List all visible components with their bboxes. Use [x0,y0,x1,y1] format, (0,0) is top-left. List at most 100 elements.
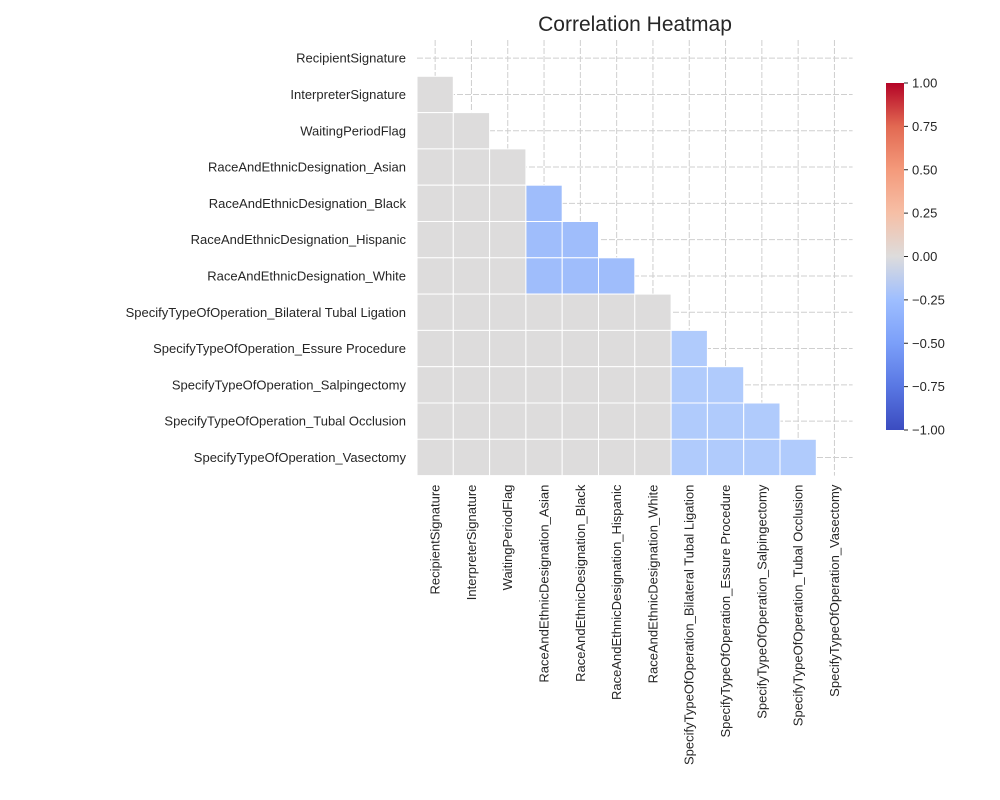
heatmap-cell [452,257,491,295]
heatmap-cell [416,438,454,477]
heatmap-cell [598,257,636,295]
heatmap-cell [416,184,454,222]
heatmap-cell [525,293,563,331]
heatmap-cell [634,366,672,404]
heatmap-cell [561,402,600,440]
heatmap-cell [489,329,527,368]
y-tick-label: SpecifyTypeOfOperation_Essure Procedure [153,341,406,356]
heatmap-cell [561,257,600,295]
heatmap-cell [489,293,527,331]
heatmap-cell [489,221,527,259]
heatmap-cell [561,221,600,259]
heatmap-cell [598,293,636,331]
heatmap-cell [416,402,454,440]
y-tick-label: RaceAndEthnicDesignation_Hispanic [191,232,407,247]
y-tick-label: InterpreterSignature [290,87,406,102]
colorbar-tick-label: −1.00 [912,423,945,438]
heatmap-cell [779,438,817,477]
heatmap-cell [743,438,781,477]
heatmap-cell [416,112,454,150]
heatmap-cell [598,329,636,368]
heatmap-cell [598,366,636,404]
heatmap-cell [489,257,527,295]
y-tick-label: WaitingPeriodFlag [300,123,406,138]
heatmap-cell [634,293,672,331]
x-tick-label: SpecifyTypeOfOperation_Bilateral Tubal L… [682,485,697,765]
x-tick-label: SpecifyTypeOfOperation_Vasectomy [827,484,842,697]
x-tick-label: WaitingPeriodFlag [500,485,515,591]
heatmap-cell [452,438,491,477]
heatmap-cell [706,366,745,404]
heatmap-cell [416,221,454,259]
y-tick-label: RaceAndEthnicDesignation_Black [209,196,407,211]
y-tick-labels: RecipientSignature InterpreterSignature Wa… [126,51,407,465]
chart-title: Correlation Heatmap [538,13,732,36]
heatmap-cell [452,221,491,259]
heatmap-cell [706,438,745,477]
heatmap-cell [525,438,563,477]
y-tick-label: RecipientSignature [296,51,406,66]
heatmap-cell [561,293,600,331]
heatmap-cells [416,75,817,477]
heatmap-cell [561,329,600,368]
heatmap-cell [670,402,708,440]
x-tick-labels: RecipientSignature InterpreterSignature Wa… [428,484,842,765]
heatmap-cell [706,402,745,440]
x-tick-label: RecipientSignature [428,485,443,595]
y-tick-label: RaceAndEthnicDesignation_Asian [208,160,406,175]
heatmap-cell [525,184,563,222]
heatmap-cell [452,148,491,186]
heatmap-cell [452,112,491,150]
y-tick-label: RaceAndEthnicDesignation_White [207,268,406,283]
colorbar-tick-label: −0.75 [912,379,945,394]
heatmap-cell [525,221,563,259]
colorbar-tick-label: 0.75 [912,119,937,134]
heatmap-cell [525,402,563,440]
colorbar-tick-label: −0.25 [912,292,945,307]
heatmap-cell [598,402,636,440]
colorbar-tick-label: 0.00 [912,249,937,264]
colorbar-tick-label: 0.50 [912,162,937,177]
x-tick-label: RaceAndEthnicDesignation_Black [573,484,588,682]
x-tick-label: RaceAndEthnicDesignation_Hispanic [609,484,624,700]
heatmap-cell [452,402,491,440]
colorbar-tick-label: 1.00 [912,76,937,91]
heatmap-cell [416,293,454,331]
heatmap-cell [489,184,527,222]
heatmap-cell [634,329,672,368]
heatmap-cell [525,366,563,404]
heatmap-cell [634,402,672,440]
heatmap-cell [452,329,491,368]
y-tick-label: SpecifyTypeOfOperation_Salpingectomy [172,377,407,392]
colorbar-gradient [886,83,904,430]
y-tick-label: SpecifyTypeOfOperation_Tubal Occlusion [164,414,406,429]
y-tick-label: SpecifyTypeOfOperation_Bilateral Tubal L… [126,305,406,320]
heatmap-cell [452,293,491,331]
heatmap-cell [634,438,672,477]
colorbar: 1.00 0.75 0.50 0.25 0.00 −0.25 −0.50 −0.75 −1.00 [886,76,945,438]
heatmap-cell [598,438,636,477]
heatmap-cell [416,257,454,295]
x-tick-label: SpecifyTypeOfOperation_Salpingectomy [754,484,769,719]
heatmap-cell [525,329,563,368]
x-tick-label: RaceAndEthnicDesignation_Asian [537,485,552,683]
x-tick-label: InterpreterSignature [464,485,479,601]
heatmap-cell [416,148,454,186]
heatmap-cell [489,148,527,186]
heatmap-cell [743,402,781,440]
heatmap-cell [489,366,527,404]
heatmap-cell [561,438,600,477]
heatmap-cell [670,366,708,404]
heatmap-cell [416,366,454,404]
heatmap-cell [416,329,454,368]
colorbar-ticks: 1.00 0.75 0.50 0.25 0.00 −0.25 −0.50 −0.75 −1.00 [904,76,945,438]
heatmap-cell [525,257,563,295]
colorbar-tick-label: 0.25 [912,206,937,221]
x-tick-label: SpecifyTypeOfOperation_Tubal Occlusion [791,485,806,727]
y-tick-label: SpecifyTypeOfOperation_Vasectomy [194,450,407,465]
x-tick-label: SpecifyTypeOfOperation_Essure Procedure [718,485,733,738]
heatmap-cell [489,402,527,440]
heatmap-cell [452,366,491,404]
heatmap-cell [416,75,454,114]
